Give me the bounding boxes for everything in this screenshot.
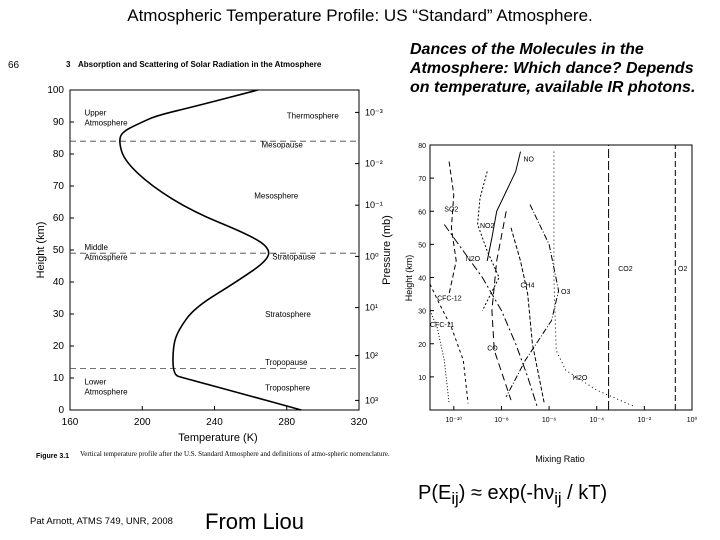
mixing-axis-ticks: 10⁻¹⁰ 10⁻⁸ 10⁻⁶ 10⁻⁴ 10⁻² 10⁰ 10 20 30 40 50 60 70 80 — [418, 143, 697, 424]
profile-x-tick-label: 280 — [278, 417, 295, 428]
profile-pressure-tick-label: 10¹ — [365, 303, 378, 313]
mixing-ratio-figure: 10⁻¹⁰ 10⁻⁸ 10⁻⁶ 10⁻⁴ 10⁻² 10⁰ 10 20 30 40 50 60 70 80… — [404, 143, 697, 464]
mixing-curve-label: CFC-12 — [437, 296, 462, 303]
profile-x-axis-title: Temperature (K) — [178, 432, 257, 444]
mixing-x-axis-title: Mixing Ratio — [535, 454, 585, 464]
mixing-curve-label: H2O — [573, 375, 588, 382]
mixing-curve-label: O3 — [561, 289, 570, 296]
boltzmann-formula: P(Eij) ≈ exp(-hνij / kT) — [418, 482, 608, 508]
profile-annotation: Troposphere — [265, 384, 311, 393]
mixing-curve-no2 — [477, 171, 500, 311]
author-credit: Pat Arnott, ATMS 749, UNR, 2008 — [30, 516, 173, 527]
mixing-x-tick-label: 10⁻¹⁰ — [446, 416, 463, 424]
profile-annotation: Mesopause — [261, 140, 303, 149]
side-text: Dances of the Molecules in the Atmospher… — [410, 41, 696, 96]
profile-annotation: Lower Atmosphere — [84, 377, 128, 396]
profile-boundary-lines — [70, 140, 359, 369]
profile-pressure-tick-label: 10⁰ — [365, 251, 379, 261]
mixing-x-tick-label: 10⁻² — [637, 417, 651, 424]
profile-y-tick-label: 90 — [53, 117, 65, 128]
mixing-curve-label: NO — [524, 157, 535, 164]
mixing-y-tick-label: 10 — [418, 375, 426, 382]
profile-pressure-tick-label: 10⁻¹ — [365, 200, 383, 210]
mixing-curve-label: CO — [487, 345, 498, 352]
mixing-curve-label: CFC-11 — [430, 322, 454, 329]
mixing-y-tick-label: 60 — [418, 209, 426, 216]
source-credit: From Liou — [205, 509, 305, 534]
mixing-y-axis-title: Height (km) — [404, 255, 414, 302]
mixing-curve-label: CO2 — [618, 266, 633, 273]
book-chapter-number: 3 — [66, 60, 71, 69]
temperature-profile-figure: 66 3 Absorption and Scattering of Solar … — [8, 60, 393, 460]
profile-pressure-tick-label: 10³ — [365, 395, 378, 405]
figure-caption: Vertical temperature profile after the U… — [80, 450, 390, 458]
mixing-x-tick-label: 10⁰ — [687, 416, 698, 424]
profile-y-tick-label: 0 — [58, 405, 64, 416]
mixing-y-tick-label: 50 — [418, 242, 426, 249]
profile-y-tick-label: 80 — [53, 149, 65, 160]
profile-annotation: Upper Atmosphere — [84, 109, 128, 128]
mixing-curve-cfc-12 — [429, 283, 469, 404]
profile-y-tick-label: 10 — [53, 373, 65, 384]
profile-annotations: Upper Atmosphere Thermosphere Mesopause Meso… — [84, 109, 339, 397]
profile-x-tick-label: 160 — [62, 417, 79, 428]
profile-y-tick-label: 20 — [53, 341, 65, 352]
profile-annotation: Mesosphere — [254, 192, 299, 201]
figure-label: Figure 3.1 — [36, 453, 69, 460]
mixing-curve-so2 — [448, 161, 457, 295]
profile-y-tick-label: 60 — [53, 213, 65, 224]
mixing-y-tick-label: 80 — [418, 143, 426, 150]
mixing-y-tick-label: 40 — [418, 276, 426, 283]
mixing-x-tick-label: 10⁻⁴ — [589, 417, 604, 424]
profile-y-tick-label: 40 — [53, 277, 65, 288]
profile-annotation: Tropopause — [265, 358, 308, 367]
profile-annotation: Stratopause — [272, 252, 316, 261]
mixing-y-tick-label: 70 — [418, 176, 426, 183]
profile-annotation: Middle Atmosphere — [84, 243, 128, 262]
mixing-y-tick-label: 20 — [418, 342, 426, 349]
mixing-curve-n2o — [443, 224, 538, 407]
mixing-plot-frame — [429, 144, 693, 411]
book-page-number: 66 — [8, 60, 20, 71]
profile-y-tick-label: 50 — [53, 245, 65, 256]
mixing-curve-co — [491, 211, 512, 401]
book-running-header: Absorption and Scattering of Solar Radia… — [78, 60, 322, 69]
mixing-curve-label: NO2 — [480, 223, 495, 230]
profile-temperature-line — [119, 89, 302, 411]
profile-x-tick-label: 200 — [134, 417, 151, 428]
slide-title: Atmospheric Temperature Profile: US “Sta… — [127, 6, 593, 25]
mixing-curve-label: O2 — [678, 266, 687, 273]
mixing-curve-label: CH4 — [521, 282, 535, 289]
mixing-curve-ch4 — [510, 227, 545, 404]
profile-annotation: Stratosphere — [265, 310, 311, 319]
profile-annotation: Thermosphere — [287, 112, 340, 121]
profile-axis-ticks: 160 200 240 280 320 0 10 20 30 40 50 60 70 80 90 100 10⁻… — [47, 85, 382, 428]
profile-pressure-axis-title: Pressure (mb) — [381, 215, 393, 285]
mixing-curve-o3 — [505, 204, 560, 398]
mixing-species-curves: NO SO2 NO2 N2O CH4 O3 CFC-12 CFC-11 CO H2O CO2 O2 — [429, 145, 687, 410]
profile-temperature-curve — [119, 89, 302, 411]
profile-y-axis-title: Height (km) — [35, 222, 47, 279]
mixing-curve-label: N2O — [466, 256, 481, 263]
mixing-curve-label: SO2 — [444, 206, 458, 213]
mixing-x-tick-label: 10⁻⁸ — [494, 417, 508, 424]
profile-plot-frame — [69, 89, 360, 411]
mixing-x-tick-label: 10⁻⁶ — [542, 417, 556, 424]
profile-y-tick-label: 30 — [53, 309, 65, 320]
profile-y-tick-label: 100 — [47, 85, 64, 96]
mixing-y-tick-label: 30 — [418, 309, 426, 316]
mixing-curve-cfc-11 — [429, 310, 450, 404]
profile-y-tick-label: 70 — [53, 181, 65, 192]
profile-pressure-tick-label: 10⁻² — [365, 159, 383, 169]
mixing-curve-h2o — [553, 151, 635, 408]
mixing-curve-no — [486, 151, 521, 261]
profile-pressure-tick-label: 10² — [365, 351, 378, 361]
profile-x-tick-label: 320 — [351, 417, 368, 428]
profile-pressure-tick-label: 10⁻³ — [365, 107, 383, 117]
profile-x-tick-label: 240 — [206, 417, 223, 428]
